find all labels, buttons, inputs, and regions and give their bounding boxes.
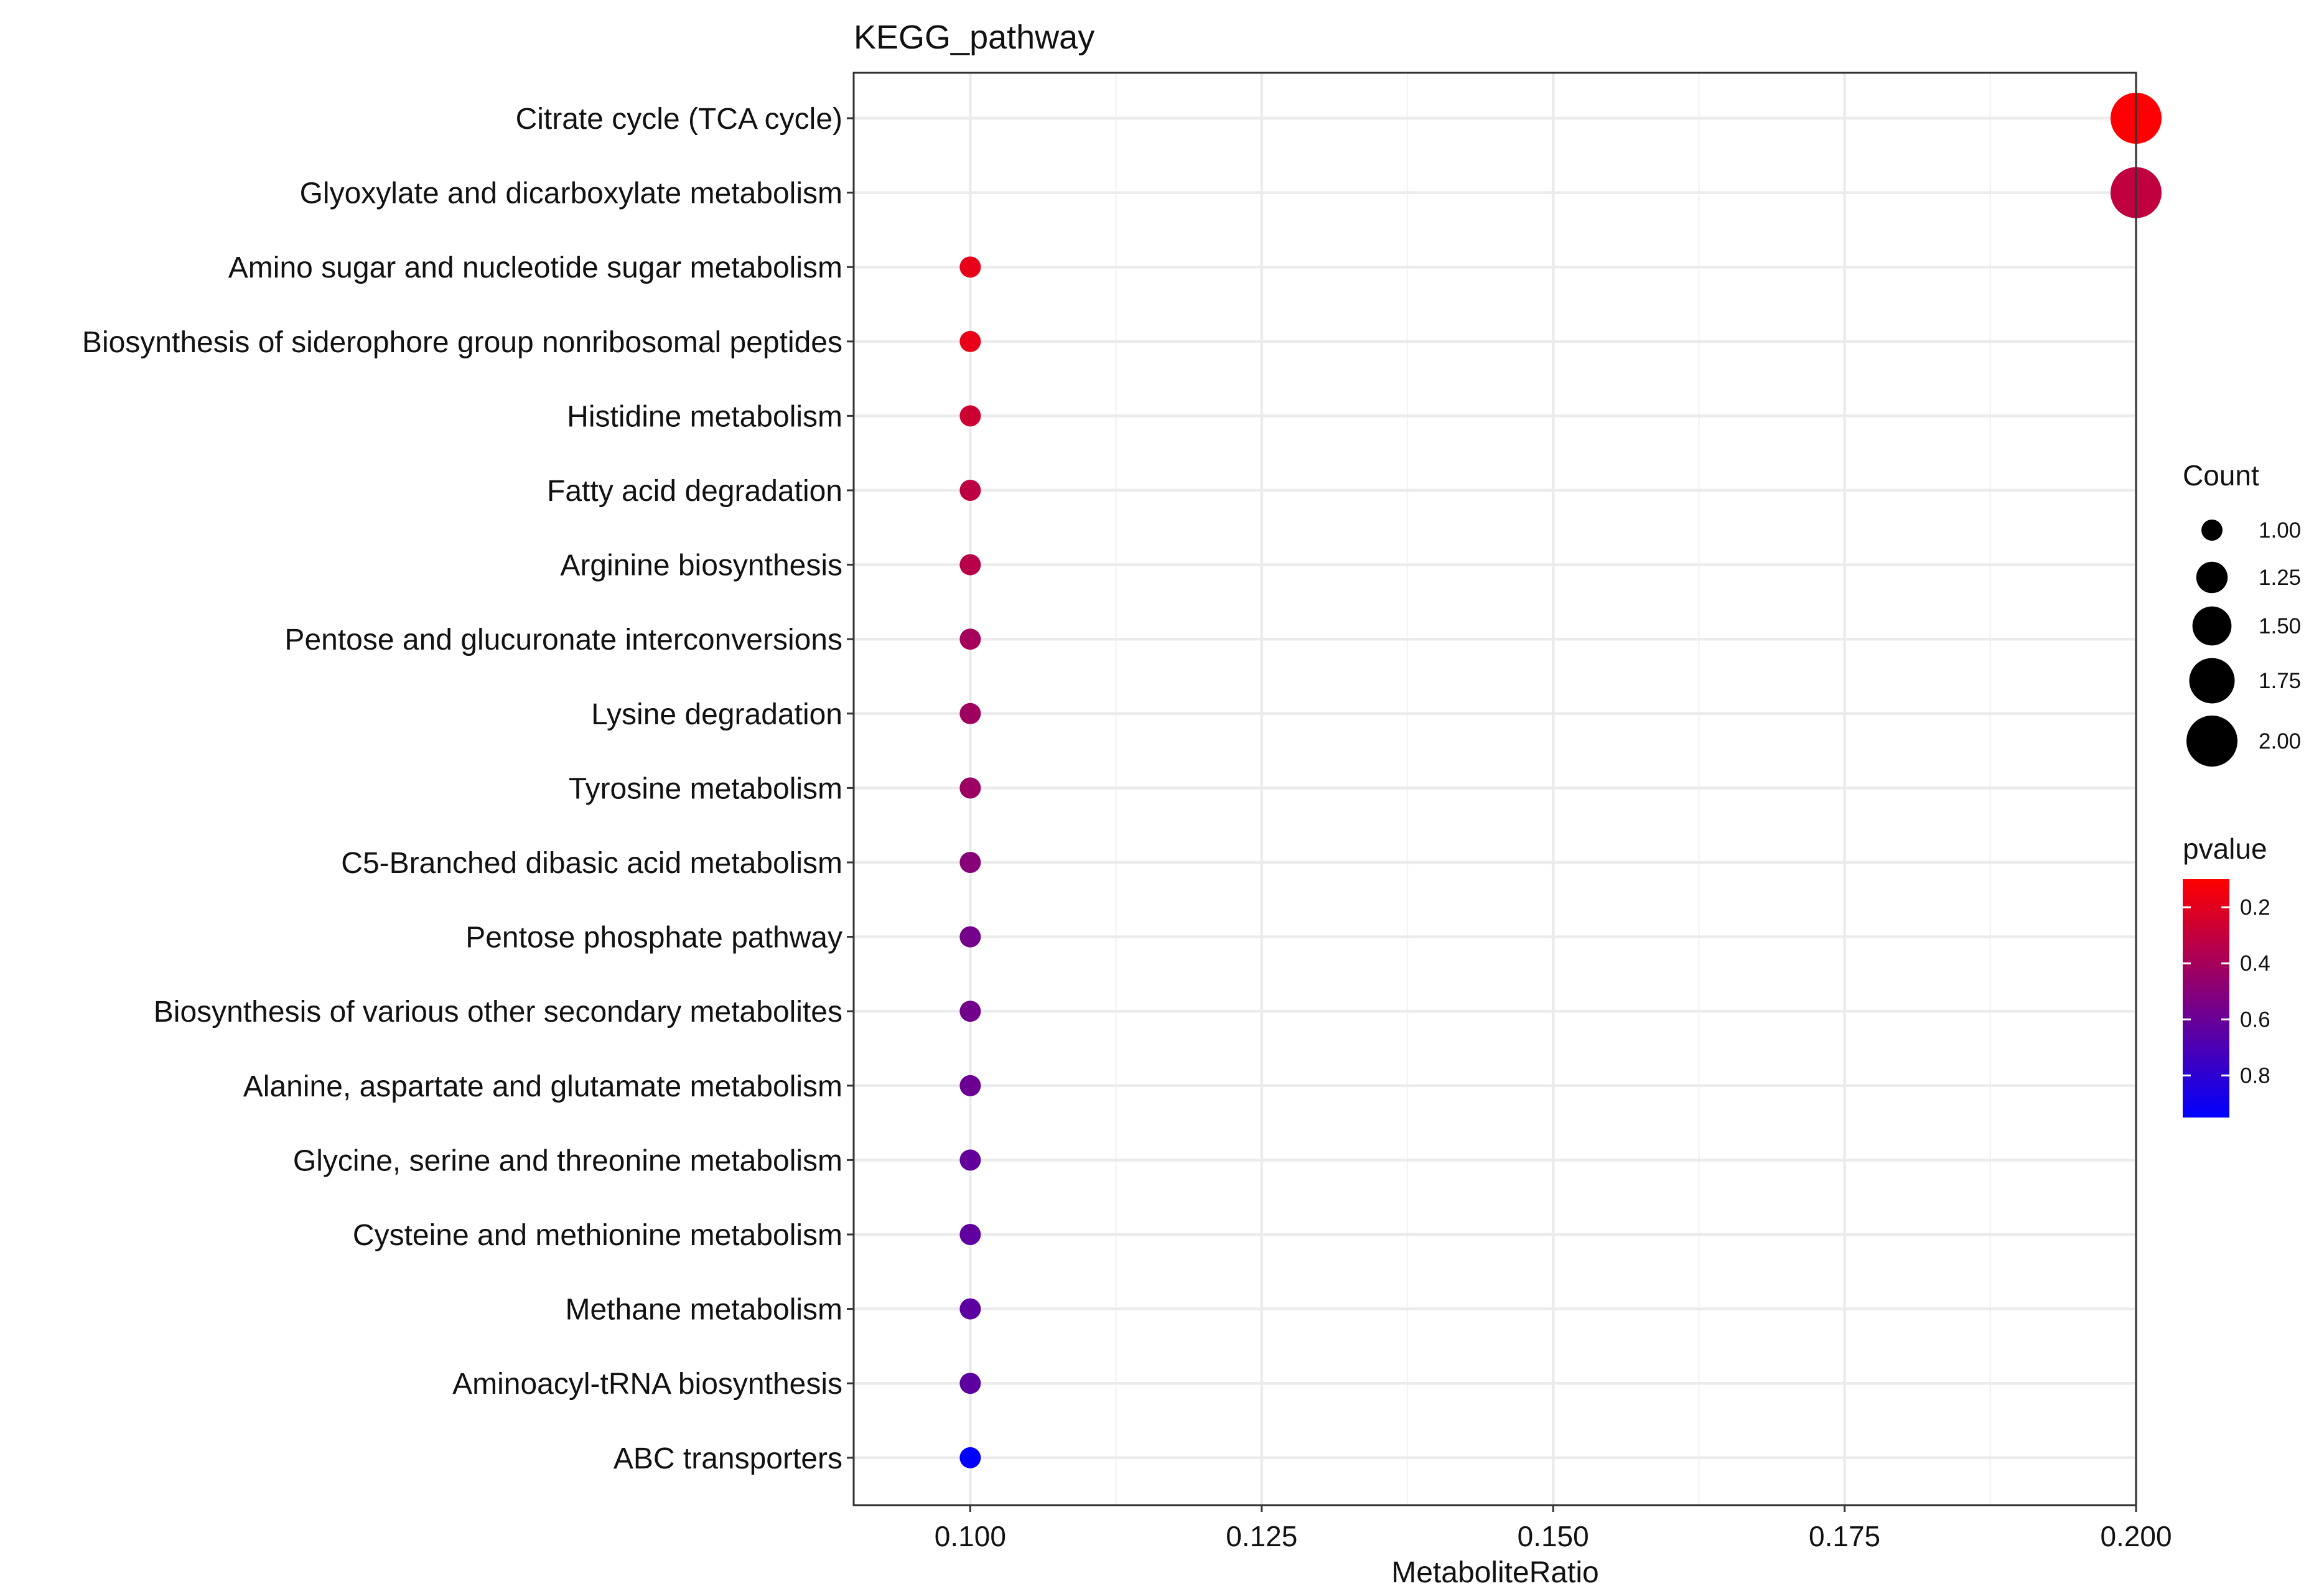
data-point — [959, 1149, 981, 1171]
y-tick-label: C5-Branched dibasic acid metabolism — [341, 847, 842, 880]
count-legend-label: 1.50 — [2259, 614, 2301, 638]
count-legend-key — [2189, 658, 2235, 704]
chart-title: KEGG_pathway — [854, 19, 1094, 56]
y-tick-label: Fatty acid degradation — [547, 475, 842, 508]
y-tick-label: Glycine, serine and threonine metabolism — [293, 1144, 842, 1177]
y-tick-label: Lysine degradation — [591, 698, 842, 731]
data-point — [959, 628, 981, 650]
y-tick-label: Pentose and glucuronate interconversions — [284, 623, 842, 656]
y-tick-label: Pentose phosphate pathway — [465, 922, 842, 954]
count-legend-key — [2186, 716, 2237, 767]
data-point — [959, 1373, 981, 1394]
y-tick-label: Aminoacyl-tRNA biosynthesis — [452, 1368, 842, 1401]
count-legend-title: Count — [2183, 459, 2259, 492]
x-axis: 0.100 0.125 0.150 0.175 0.200 — [935, 1505, 2172, 1552]
x-tick-label: 0.200 — [2100, 1520, 2172, 1552]
data-point — [959, 1001, 981, 1022]
pvalue-legend-label: 0.6 — [2240, 1007, 2270, 1032]
pvalue-legend-label: 0.4 — [2240, 951, 2270, 976]
y-tick-label: Biosynthesis of various other secondary … — [154, 996, 842, 1029]
count-legend-key — [2196, 561, 2228, 594]
y-tick-label: Amino sugar and nucleotide sugar metabol… — [228, 251, 842, 284]
count-legend-key — [2192, 606, 2232, 646]
data-point — [959, 702, 981, 724]
data-point — [959, 1224, 981, 1245]
y-tick-label: ABC transporters — [613, 1442, 842, 1475]
data-point — [959, 777, 981, 799]
data-point — [959, 1075, 981, 1096]
grid-lines — [854, 73, 2138, 1505]
count-legend-label: 1.25 — [2259, 566, 2301, 590]
x-tick-label: 0.125 — [1226, 1520, 1297, 1552]
data-point — [959, 1447, 981, 1468]
count-legend: Count 1.00 1.25 1.50 1.75 2.00 — [2183, 459, 2301, 767]
data-point — [959, 256, 981, 278]
data-points — [959, 93, 2162, 1468]
count-legend-label: 2.00 — [2259, 729, 2301, 754]
pvalue-colorbar — [2183, 879, 2229, 1118]
y-tick-label: Arginine biosynthesis — [560, 549, 842, 582]
pvalue-legend-label: 0.2 — [2240, 895, 2270, 920]
pvalue-legend: pvalue 0.2 0.4 0.6 0.8 — [2183, 833, 2270, 1118]
data-point — [959, 405, 981, 427]
data-point — [959, 330, 981, 352]
y-tick-label: Methane metabolism — [565, 1294, 842, 1327]
pvalue-legend-title: pvalue — [2183, 833, 2267, 865]
data-point — [959, 554, 981, 576]
y-tick-label: Citrate cycle (TCA cycle) — [516, 103, 842, 136]
y-tick-label: Tyrosine metabolism — [569, 772, 842, 805]
pvalue-legend-label: 0.8 — [2240, 1063, 2270, 1088]
data-point — [959, 1298, 981, 1320]
count-legend-label: 1.75 — [2259, 669, 2301, 693]
y-tick-label: Biosynthesis of siderophore group nonrib… — [82, 326, 842, 359]
data-point — [959, 926, 981, 948]
count-legend-key — [2201, 520, 2223, 541]
panel-border — [852, 72, 2137, 1506]
y-axis: Citrate cycle (TCA cycle) Glyoxylate and … — [82, 103, 854, 1475]
x-axis-title: MetaboliteRatio — [1391, 1556, 1599, 1589]
count-legend-label: 1.00 — [2259, 518, 2301, 543]
x-tick-label: 0.150 — [1518, 1520, 1589, 1552]
data-point — [959, 852, 981, 873]
y-tick-label: Glyoxylate and dicarboxylate metabolism — [300, 177, 842, 210]
x-tick-label: 0.175 — [1809, 1520, 1880, 1552]
y-tick-label: Cysteine and methionine metabolism — [353, 1219, 842, 1252]
y-tick-label: Histidine metabolism — [567, 400, 842, 433]
data-point — [959, 480, 981, 501]
x-tick-label: 0.100 — [935, 1520, 1006, 1552]
y-tick-label: Alanine, aspartate and glutamate metabol… — [243, 1070, 842, 1103]
